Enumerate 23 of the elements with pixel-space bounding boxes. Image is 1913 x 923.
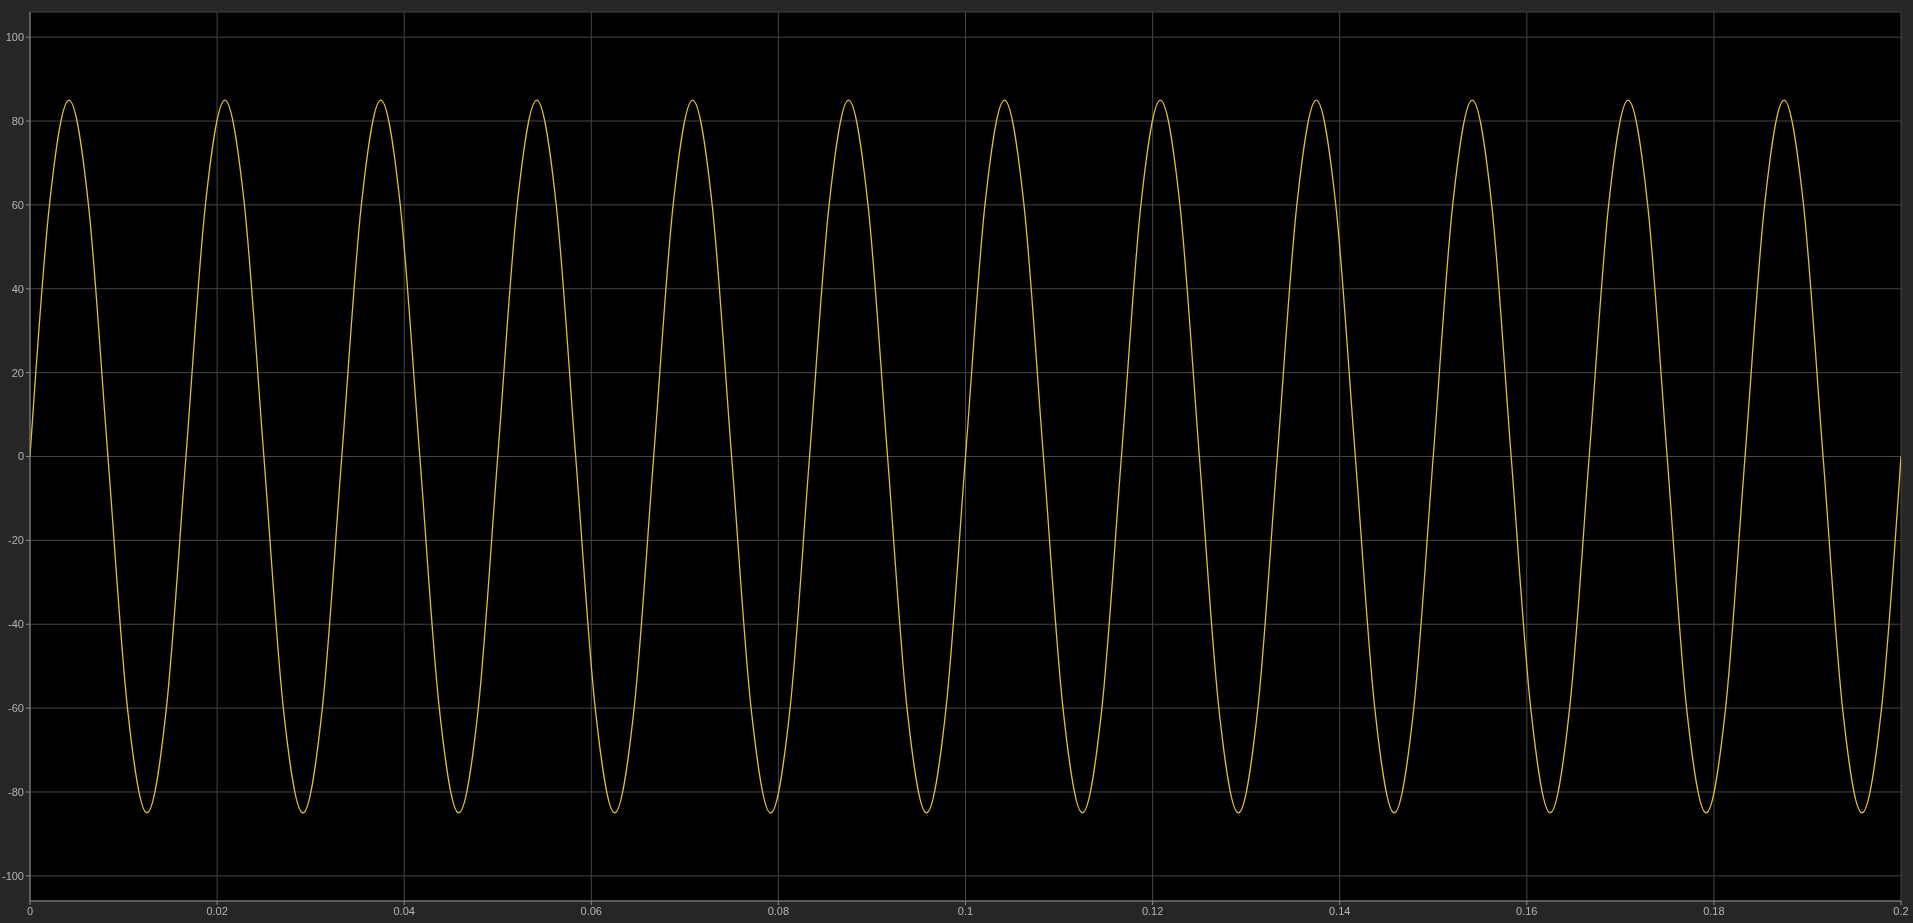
x-tick-label: 0.02 (206, 904, 228, 917)
y-tick-label: -60 (8, 702, 24, 715)
y-tick-label: 100 (5, 31, 24, 44)
x-tick-label: 0.18 (1703, 904, 1725, 917)
y-tick-label: -100 (1, 869, 24, 882)
y-tick-label: 60 (11, 198, 24, 211)
x-tick-label: 0.06 (580, 904, 603, 917)
x-tick-label: 0.08 (767, 904, 790, 917)
line-series (30, 99, 1901, 814)
y-tick-label: 80 (11, 114, 24, 127)
y-tick-label: 0 (17, 450, 24, 463)
x-tick-label: 0.14 (1328, 904, 1351, 917)
x-tick-label: 0.04 (393, 904, 415, 917)
x-tick-label: 0.16 (1516, 904, 1538, 917)
y-tick-label: -20 (8, 534, 24, 547)
y-tick-label: -40 (8, 618, 24, 631)
y-tick-label: -80 (8, 785, 24, 798)
y-tick-label: 40 (11, 282, 24, 295)
y-tick-label: 20 (11, 366, 24, 379)
x-tick-label: 0.2 (1893, 904, 1909, 917)
x-tick-label: 0.1 (957, 904, 974, 917)
x-tick-label: 0.12 (1141, 904, 1164, 917)
x-tick-label: 0 (26, 904, 34, 917)
